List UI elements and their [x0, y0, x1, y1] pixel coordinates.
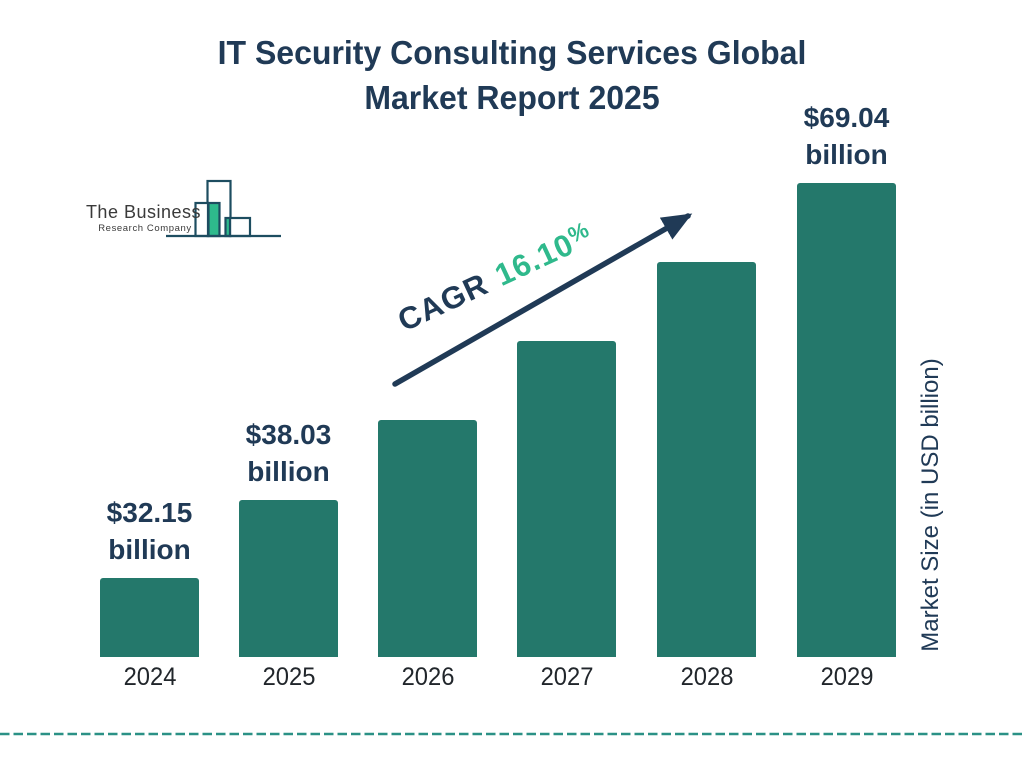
- logo-bars-icon: [166, 179, 281, 238]
- cagr-label: CAGR: [392, 266, 494, 339]
- logo-text-line1: The Business: [85, 202, 201, 222]
- value-label-line: $38.03: [245, 419, 332, 450]
- bar-2028: [657, 262, 756, 657]
- bar-2029: [797, 183, 896, 657]
- value-label-2029: $69.04 billion: [762, 99, 932, 173]
- value-label-line: billion: [247, 456, 330, 487]
- bar-2025: [239, 500, 338, 657]
- bar-2027: [517, 341, 616, 657]
- value-label-line: billion: [805, 139, 888, 170]
- bar-2026: [378, 420, 477, 657]
- chart-title-line1: IT Security Consulting Services Global: [217, 34, 807, 71]
- value-label-2025: $38.03 billion: [204, 416, 374, 490]
- company-logo: The Business Research Company: [75, 176, 290, 246]
- x-tick-2029: 2029: [820, 663, 873, 691]
- y-axis-label: Market Size (in USD billion): [917, 358, 944, 652]
- bar-2024: [100, 578, 199, 657]
- logo-text-line2: Research Company: [98, 223, 192, 234]
- x-tick-2027: 2027: [540, 663, 593, 691]
- x-tick-2026: 2026: [401, 663, 454, 691]
- value-label-line: $32.15: [106, 497, 193, 528]
- cagr-value: 16.10%: [489, 216, 594, 293]
- cagr-annotation: CAGR16.10%: [389, 211, 599, 340]
- value-label-line: billion: [108, 534, 191, 565]
- value-label-line: $69.04: [803, 102, 890, 133]
- x-tick-2025: 2025: [262, 663, 315, 691]
- x-tick-2028: 2028: [680, 663, 733, 691]
- chart-title: IT Security Consulting Services Global M…: [15, 30, 1008, 120]
- x-tick-2024: 2024: [123, 663, 176, 691]
- chart-title-line2: Market Report 2025: [364, 79, 660, 116]
- value-label-2024: $32.15 billion: [65, 494, 235, 568]
